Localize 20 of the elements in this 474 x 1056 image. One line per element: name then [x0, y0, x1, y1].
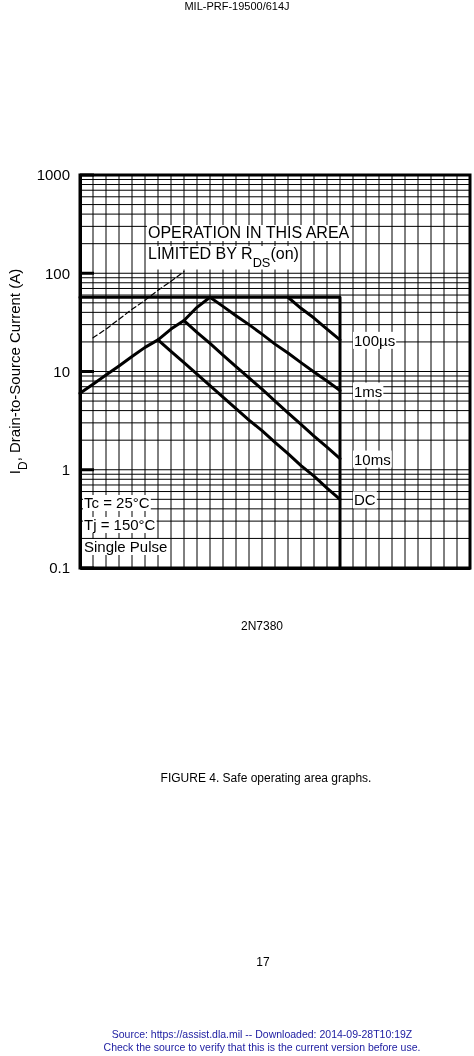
annotation: Single Pulse — [84, 538, 168, 555]
text: 2N7380 — [240, 619, 284, 633]
annotation: OPERATION IN THIS AREA — [148, 224, 350, 241]
series-label: 1ms — [354, 382, 383, 400]
y-tick-label: 1000 — [36, 166, 70, 184]
y-tick-label: 100 — [44, 264, 70, 282]
series-label: DC — [354, 491, 376, 509]
annotation: Tj = 150°C — [84, 516, 156, 533]
series-label: 10ms — [354, 450, 391, 468]
text: 17 — [256, 955, 270, 969]
text: MIL-PRF-19500/614J — [184, 0, 290, 12]
y-tick-label: 10 — [53, 362, 70, 380]
annotation: LIMITED BY R$_{DS}$(on) — [148, 245, 299, 270]
text: Check the source to verify that this is the current version before use. — [103, 1041, 421, 1053]
caption: FIGURE 4. Safe operating area graphs. — [160, 771, 372, 785]
series-label: 100µs — [354, 331, 396, 349]
source-note: Source: https://assist.dla.mil -- Downloaded: 2014-09-28T10:19Z — [111, 1028, 413, 1040]
annotation: Tc = 25°C — [84, 494, 150, 511]
y-tick-label: 0.1 — [49, 559, 70, 577]
y-tick-label: 1 — [61, 461, 70, 479]
